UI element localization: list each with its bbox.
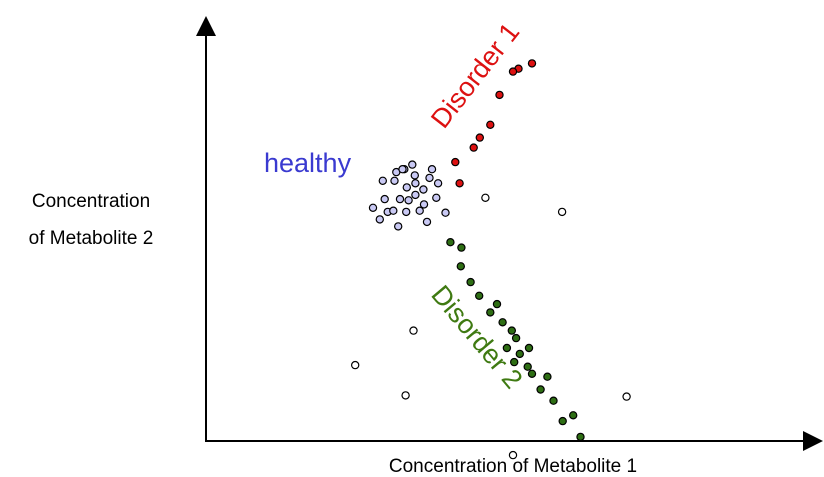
point-disorder2-21 xyxy=(492,299,502,309)
point-healthy-26 xyxy=(389,206,398,215)
point-disorder2-12 xyxy=(523,362,532,371)
point-healthy-25 xyxy=(441,208,450,217)
point-healthy-27 xyxy=(404,196,413,205)
point-outlier-4 xyxy=(409,326,418,335)
healthy-label: healthy xyxy=(264,148,352,178)
point-healthy-18 xyxy=(410,171,419,180)
point-disorder2-14 xyxy=(543,372,552,381)
x-axis-label: Concentration of Metabolite 1 xyxy=(389,456,637,477)
point-healthy-22 xyxy=(398,164,407,174)
point-healthy-20 xyxy=(375,215,384,224)
point-healthy-23 xyxy=(378,176,387,185)
point-outlier-2 xyxy=(351,360,360,370)
point-healthy-0 xyxy=(427,164,437,174)
point-healthy-14 xyxy=(402,207,411,217)
point-disorder1-6 xyxy=(469,143,478,152)
point-healthy-21 xyxy=(368,203,378,212)
point-disorder2-16 xyxy=(549,396,558,405)
point-healthy-8 xyxy=(390,176,399,185)
point-disorder2-13 xyxy=(527,369,537,378)
point-disorder2-20 xyxy=(515,349,525,359)
point-outlier-3 xyxy=(401,391,410,400)
point-healthy-6 xyxy=(394,222,403,231)
point-disorder1-2 xyxy=(508,67,518,76)
point-healthy-9 xyxy=(422,217,432,227)
y-axis-label-line2: of Metabolite 2 xyxy=(29,228,154,249)
point-disorder1-7 xyxy=(451,157,460,167)
point-disorder2-3 xyxy=(466,277,475,287)
points-layer xyxy=(351,59,631,460)
point-disorder2-18 xyxy=(558,416,567,426)
point-disorder1-5 xyxy=(475,133,484,142)
point-healthy-19 xyxy=(425,173,434,183)
point-healthy-13 xyxy=(411,190,420,200)
point-healthy-4 xyxy=(402,183,411,192)
point-disorder2-9 xyxy=(502,343,512,353)
point-healthy-10 xyxy=(432,193,441,202)
point-healthy-7 xyxy=(380,194,389,204)
point-disorder2-10 xyxy=(524,343,534,353)
point-healthy-1 xyxy=(411,179,420,188)
point-disorder2-15 xyxy=(536,385,545,394)
point-disorder2-8 xyxy=(511,333,521,343)
point-disorder1-0 xyxy=(527,59,537,68)
point-disorder1-8 xyxy=(455,179,464,188)
point-healthy-15 xyxy=(419,185,428,194)
point-disorder2-0 xyxy=(446,237,455,247)
point-disorder2-5 xyxy=(486,308,495,317)
point-healthy-2 xyxy=(395,194,405,204)
point-outlier-0 xyxy=(481,193,490,202)
point-disorder2-7 xyxy=(507,326,516,335)
point-healthy-11 xyxy=(408,160,417,169)
point-healthy-5 xyxy=(415,206,424,215)
point-disorder2-2 xyxy=(456,262,465,271)
point-disorder2-11 xyxy=(510,357,519,367)
point-outlier-1 xyxy=(557,207,567,217)
point-disorder2-17 xyxy=(569,411,578,420)
point-disorder1-4 xyxy=(486,120,495,130)
point-disorder2-19 xyxy=(576,432,585,442)
point-healthy-24 xyxy=(419,200,429,209)
point-disorder2-6 xyxy=(498,318,507,327)
point-outlier-6 xyxy=(622,392,631,401)
disorder1-label: Disorder 1 xyxy=(425,17,525,134)
point-disorder2-1 xyxy=(457,243,466,252)
point-outlier-5 xyxy=(508,450,518,460)
point-healthy-16 xyxy=(433,179,443,188)
y-axis-label-line1: Concentration xyxy=(32,191,150,212)
point-disorder2-4 xyxy=(475,291,484,300)
point-disorder1-3 xyxy=(495,90,504,100)
